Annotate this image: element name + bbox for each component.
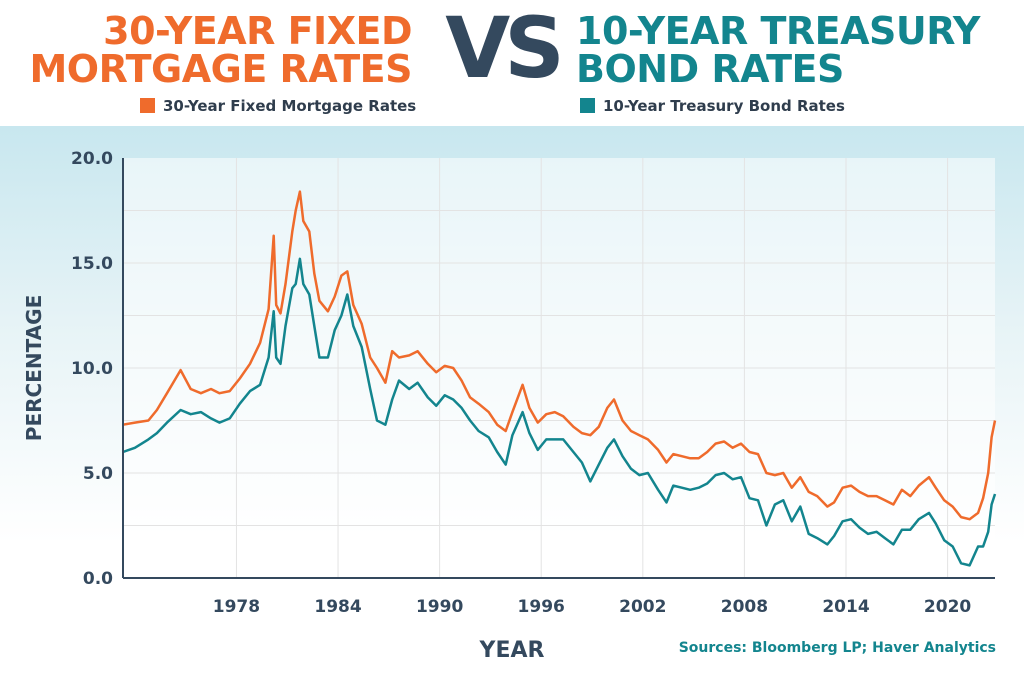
y-tick-label: 20.0 [71,149,113,169]
sources-note: Sources: Bloomberg LP; Haver Analytics [678,640,996,656]
vs-label: VS [445,0,565,97]
series-lines [122,190,997,567]
title-treasury-line1: 10-YEAR TREASURY [576,9,980,53]
legend-item-mortgage: 30-Year Fixed Mortgage Rates [140,97,416,115]
x-tick-label: 1984 [314,597,361,617]
x-tick-label: 1996 [518,597,565,617]
x-tick-label: 2008 [721,597,768,617]
series-line-mortgage [122,190,997,521]
axes [122,158,995,579]
x-tick-label: 1990 [416,597,463,617]
y-axis-label: PERCENTAGE [22,295,46,441]
title-mortgage-line2: MORTGAGE RATES [29,47,412,91]
title-mortgage-line1: 30-YEAR FIXED [103,9,412,53]
x-axis-label: YEAR [479,638,545,663]
legend-swatch-mortgage [140,98,155,113]
y-tick-label: 5.0 [83,464,113,484]
x-tick-label: 1978 [213,597,260,617]
legend-item-treasury: 10-Year Treasury Bond Rates [580,97,845,115]
legend-swatch-treasury [580,98,595,113]
y-tick-label: 10.0 [71,359,113,379]
legend-label-mortgage: 30-Year Fixed Mortgage Rates [163,97,417,115]
header: 30-YEAR FIXED MORTGAGE RATES VS 10-YEAR … [0,0,1024,126]
title-mortgage: 30-YEAR FIXED MORTGAGE RATES [0,12,412,88]
grid-lines [123,158,995,578]
x-tick-label: 2020 [924,597,971,617]
legend-label-treasury: 10-Year Treasury Bond Rates [603,97,845,115]
title-treasury: 10-YEAR TREASURY BOND RATES [576,12,1016,88]
series-line-treasury [122,257,997,567]
y-tick-label: 15.0 [71,254,113,274]
x-tick-label: 2014 [822,597,869,617]
y-tick-label: 0.0 [83,569,113,589]
x-tick-label: 2002 [619,597,666,617]
title-treasury-line2: BOND RATES [576,47,844,91]
tick-labels: 1978 1984 1990 1996 2002 2008 2014 2020 0.0 5.0 10… [71,149,971,617]
